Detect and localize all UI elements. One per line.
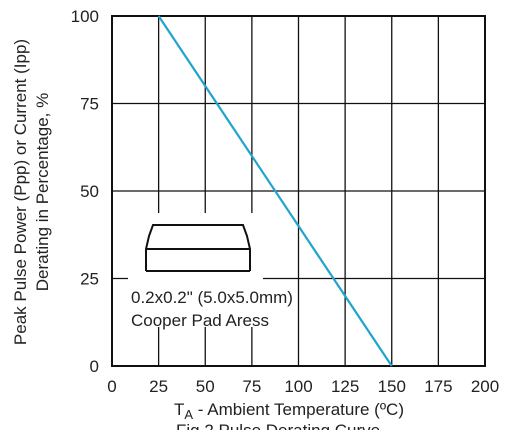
y-tick-label: 0 <box>90 357 99 376</box>
y-tick-label: 50 <box>80 182 99 201</box>
x-tick-label: 25 <box>149 377 168 396</box>
x-tick-label: 150 <box>378 377 406 396</box>
x-tick-label: 75 <box>242 377 261 396</box>
x-tick-labels: 0 25 50 75 100 125 150 175 200 <box>107 377 499 396</box>
figure-caption: Fig.2 Pulse Derating Curve <box>176 421 380 430</box>
y-tick-labels: 0 25 50 75 100 <box>71 7 99 376</box>
y-tick-label: 25 <box>80 270 99 289</box>
pad-size-label: 0.2x0.2" (5.0x5.0mm) <box>131 288 293 307</box>
y-axis-label-line2: Derating in Percentage, % <box>33 93 52 291</box>
x-tick-label: 175 <box>424 377 452 396</box>
y-tick-label: 100 <box>71 7 99 26</box>
series-line <box>157 15 393 367</box>
x-axis-label: TA - Ambient Temperature (ºC) <box>174 400 404 422</box>
x-tick-label: 100 <box>284 377 312 396</box>
x-tick-label: 0 <box>107 377 116 396</box>
series-layer <box>157 15 393 367</box>
y-axis-label-line1: Peak Pulse Power (Ppp) or Current (Ipp) <box>11 39 30 345</box>
copper-pad-icon <box>128 213 263 327</box>
y-tick-label: 75 <box>80 95 99 114</box>
x-tick-label: 50 <box>196 377 215 396</box>
x-tick-label: 125 <box>331 377 359 396</box>
pad-material-label: Cooper Pad Aress <box>131 311 269 330</box>
plot-frame <box>111 15 486 367</box>
x-tick-label: 200 <box>471 377 499 396</box>
